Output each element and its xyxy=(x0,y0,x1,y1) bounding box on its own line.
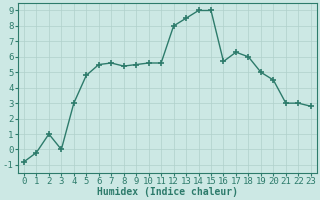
X-axis label: Humidex (Indice chaleur): Humidex (Indice chaleur) xyxy=(97,187,238,197)
